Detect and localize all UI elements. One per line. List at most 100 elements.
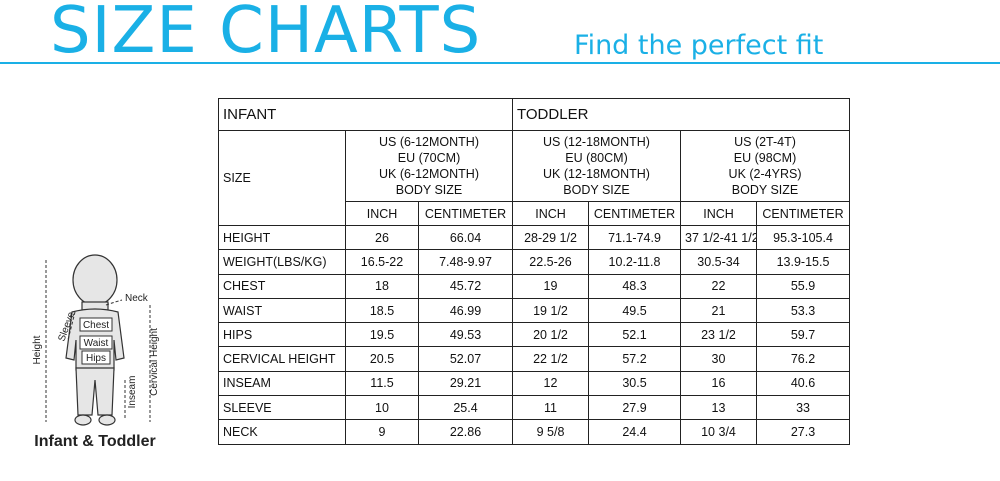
- label-height: Height: [32, 335, 43, 364]
- size-cell: US (12-18MONTH) EU (80CM) UK (12-18MONTH) B…: [512, 130, 681, 202]
- cell: 25.4: [418, 395, 513, 421]
- cell: 30.5-34: [680, 249, 757, 275]
- label-boxes: [79, 317, 113, 365]
- cell: 30.5: [588, 370, 681, 397]
- unit-header: CENTIMETER: [418, 201, 513, 226]
- cell: 10 3/4: [680, 419, 757, 445]
- row-label: NECK: [218, 419, 346, 445]
- cell: 11: [512, 395, 589, 421]
- label-cervical-height: Cervical Height: [149, 328, 160, 396]
- group-header: INFANT: [218, 98, 513, 131]
- size-line: UK (2-4YRS): [728, 167, 802, 181]
- cell: 18: [345, 273, 419, 299]
- cell: 16: [680, 370, 757, 397]
- size-cell: US (2T-4T) EU (98CM) UK (2-4YRS) BODY SIZE: [679, 130, 851, 202]
- cell: 28-29 1/2: [512, 224, 589, 251]
- cell: 52.1: [588, 322, 681, 348]
- cell: 30: [680, 346, 757, 372]
- label-hips: Hips: [86, 353, 106, 364]
- group-header-row: INFANT TODDLER: [218, 98, 851, 131]
- cell: 45.72: [418, 273, 513, 299]
- cell: 27.3: [755, 419, 851, 445]
- cell: 24.4: [588, 419, 681, 445]
- cell: 22.5-26: [512, 249, 589, 275]
- size-line: UK (12-18MONTH): [543, 167, 650, 181]
- cell: 53.3: [755, 297, 851, 324]
- data-row: HIPS 19.5 49.53 20 1/2 52.1 23 1/2 59.7: [218, 322, 851, 348]
- cell: 13: [680, 395, 757, 421]
- cell: 11.5: [345, 370, 419, 397]
- cell: 26: [345, 224, 419, 251]
- size-line: BODY SIZE: [395, 183, 463, 197]
- cell: 29.21: [418, 370, 513, 397]
- figure-caption: Infant & Toddler: [34, 433, 155, 450]
- data-row: NECK 9 22.86 9 5/8 24.4 10 3/4 27.3: [218, 419, 851, 445]
- cell: 48.3: [588, 273, 681, 299]
- label-inseam: Inseam: [127, 376, 138, 409]
- data-row: SLEEVE 10 25.4 11 27.9 13 33: [218, 395, 851, 421]
- cell: 13.9-15.5: [755, 249, 851, 275]
- cell: 10: [345, 395, 419, 421]
- cell: 27.9: [588, 395, 681, 421]
- cell: 7.48-9.97: [418, 249, 513, 275]
- cell: 9 5/8: [512, 419, 589, 445]
- cell: 33: [755, 395, 851, 421]
- cell: 20.5: [345, 346, 419, 372]
- cell: 57.2: [588, 346, 681, 372]
- label-neck: Neck: [125, 293, 149, 304]
- row-label: HEIGHT: [218, 224, 346, 251]
- cell: 52.07: [418, 346, 513, 372]
- row-label: WEIGHT(LBS/KG): [218, 249, 346, 275]
- data-row: CERVICAL HEIGHT 20.5 52.07 22 1/2 57.2 30 76.2: [218, 346, 851, 372]
- body-diagram: Neck Sleeve Chest Waist Hips Height Cerv…: [32, 254, 160, 450]
- tagline: Find the perfect fit: [574, 30, 824, 61]
- cell: 18.5: [345, 297, 419, 324]
- cell: 22.86: [418, 419, 513, 445]
- unit-header: CENTIMETER: [755, 201, 851, 226]
- measure-lines: [45, 260, 151, 422]
- row-label: CHEST: [218, 273, 346, 299]
- title-rule: [0, 62, 1000, 64]
- cell: 40.6: [755, 370, 851, 397]
- cell: 21: [680, 297, 757, 324]
- data-row: WAIST 18.5 46.99 19 1/2 49.5 21 53.3: [218, 297, 851, 324]
- cell: 19 1/2: [512, 297, 589, 324]
- unit-header: INCH: [680, 201, 757, 226]
- unit-header: INCH: [512, 201, 589, 226]
- size-line: BODY SIZE: [563, 183, 630, 197]
- cell: 66.04: [418, 224, 513, 251]
- cell: 55.9: [755, 273, 851, 299]
- data-row: CHEST 18 45.72 19 48.3 22 55.9: [218, 273, 851, 299]
- unit-header: INCH: [345, 201, 419, 226]
- size-line: US (6-12MONTH): [378, 135, 479, 149]
- cell: 23 1/2: [680, 322, 757, 348]
- row-label: WAIST: [218, 297, 346, 324]
- size-line: UK (6-12MONTH): [378, 167, 479, 181]
- cell: 37 1/2-41 1/2: [680, 224, 757, 251]
- size-line: US (12-18MONTH): [543, 135, 650, 149]
- cell: 16.5-22: [345, 249, 419, 275]
- cell: 22 1/2: [512, 346, 589, 372]
- cell: 19: [512, 273, 589, 299]
- size-label: SIZE: [218, 130, 346, 226]
- size-table: INFANT TODDLER SIZE US (6-12MONTH) EU (70CM)…: [218, 98, 851, 445]
- cell: 19.5: [345, 322, 419, 348]
- cell: 12: [512, 370, 589, 397]
- cell: 71.1-74.9: [588, 224, 681, 251]
- cell: 9: [345, 419, 419, 445]
- unit-row: INCH CENTIMETER INCH CENTIMETER INCH CENTIMET…: [219, 201, 851, 226]
- cell: 59.7: [755, 322, 851, 348]
- row-label: HIPS: [218, 322, 346, 348]
- row-label: SLEEVE: [218, 395, 346, 421]
- cell: 76.2: [755, 346, 851, 372]
- data-row: INSEAM 11.5 29.21 12 30.5 16 40.6: [218, 370, 851, 397]
- size-line: EU (98CM): [733, 151, 797, 165]
- size-line: EU (80CM): [565, 151, 628, 165]
- row-label: INSEAM: [218, 370, 346, 397]
- group-header: TODDLER: [511, 98, 851, 131]
- size-line: US (2T-4T): [734, 135, 796, 149]
- data-row: WEIGHT(LBS/KG) 16.5-22 7.48-9.97 22.5-26 10.…: [218, 249, 851, 275]
- cell: 49.5: [588, 297, 681, 324]
- cell: 95.3-105.4: [755, 224, 851, 251]
